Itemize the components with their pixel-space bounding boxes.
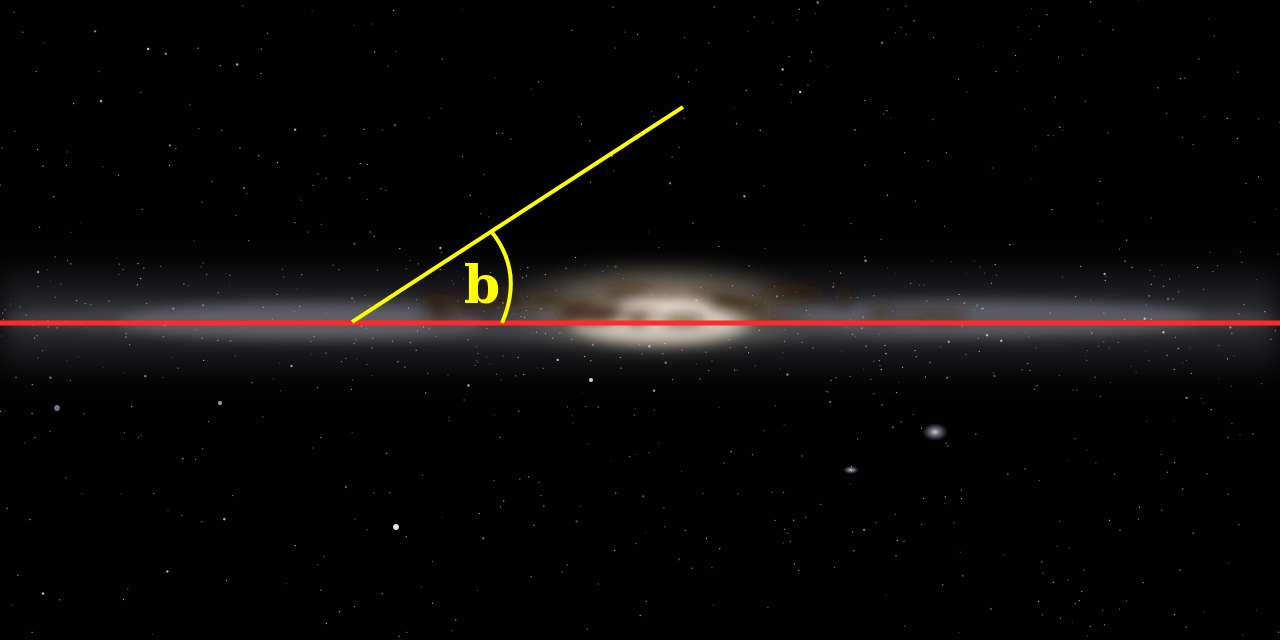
latitude-ray xyxy=(350,105,685,324)
angle-label: b xyxy=(464,255,500,316)
angle-arc xyxy=(489,229,513,324)
magellanic-clouds xyxy=(54,378,948,530)
dust-lanes xyxy=(420,284,968,326)
